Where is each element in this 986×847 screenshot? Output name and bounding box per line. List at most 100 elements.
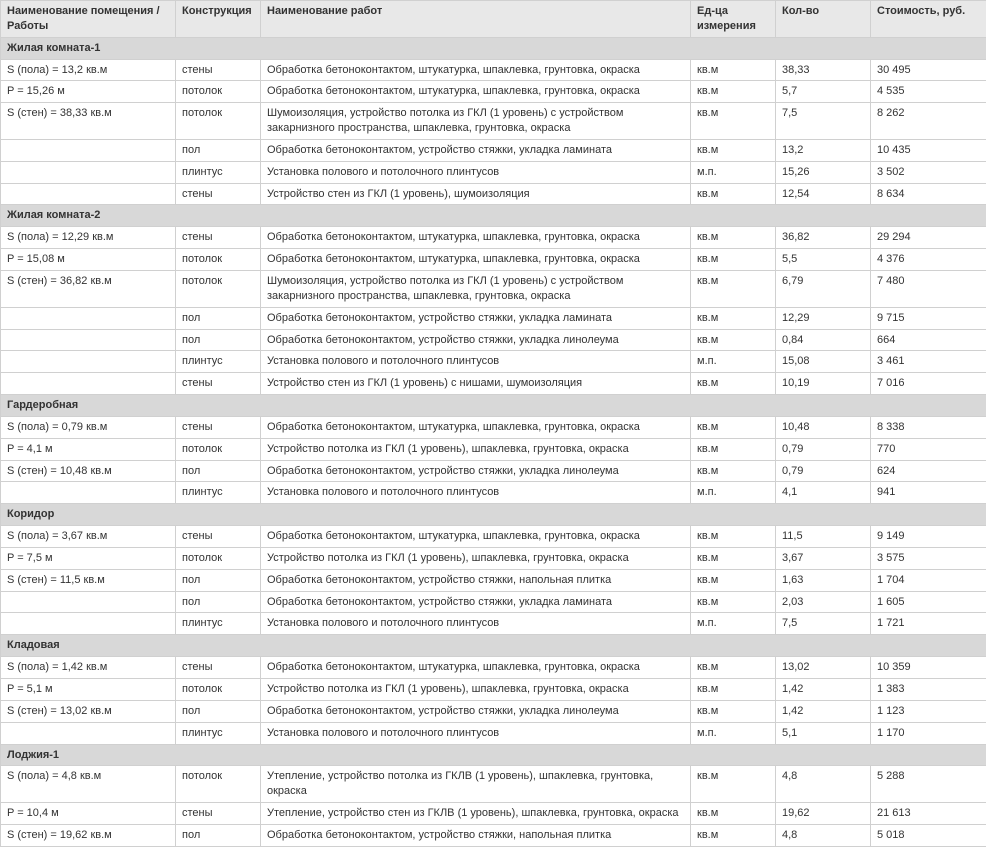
- table-row: P = 15,08 мпотолокОбработка бетоноконтак…: [1, 249, 986, 271]
- section-header: Коридор: [1, 504, 986, 526]
- estimate-table: Наименование помещения / Работы Конструк…: [0, 0, 986, 847]
- cell-room: [1, 613, 176, 635]
- cell-cost: 770: [871, 438, 986, 460]
- cell-work: Обработка бетоноконтактом, устройство ст…: [261, 591, 691, 613]
- cell-unit: кв.м: [691, 183, 776, 205]
- table-row: S (пола) = 13,2 кв.мстеныОбработка бетон…: [1, 59, 986, 81]
- cell-qty: 10,48: [776, 416, 871, 438]
- cell-qty: 0,79: [776, 460, 871, 482]
- cell-qty: 12,54: [776, 183, 871, 205]
- cell-room: [1, 351, 176, 373]
- section-title: Коридор: [1, 504, 986, 526]
- cell-qty: 1,42: [776, 679, 871, 701]
- cell-qty: 10,19: [776, 373, 871, 395]
- cell-work: Обработка бетоноконтактом, устройство ст…: [261, 824, 691, 846]
- cell-qty: 7,5: [776, 613, 871, 635]
- cell-constr: плинтус: [176, 161, 261, 183]
- cell-qty: 4,8: [776, 766, 871, 803]
- table-row: S (стен) = 10,48 кв.мполОбработка бетоно…: [1, 460, 986, 482]
- table-row: P = 15,26 мпотолокОбработка бетоноконтак…: [1, 81, 986, 103]
- cell-unit: кв.м: [691, 591, 776, 613]
- cell-room: P = 15,26 м: [1, 81, 176, 103]
- cell-work: Обработка бетоноконтактом, штукатурка, ш…: [261, 416, 691, 438]
- header-constr: Конструкция: [176, 1, 261, 38]
- cell-constr: потолок: [176, 81, 261, 103]
- table-body: Жилая комната-1S (пола) = 13,2 кв.мстены…: [1, 37, 986, 846]
- cell-constr: стены: [176, 526, 261, 548]
- cell-constr: пол: [176, 460, 261, 482]
- cell-room: P = 4,1 м: [1, 438, 176, 460]
- cell-cost: 21 613: [871, 803, 986, 825]
- cell-room: S (стен) = 11,5 кв.м: [1, 569, 176, 591]
- cell-qty: 1,63: [776, 569, 871, 591]
- cell-constr: потолок: [176, 438, 261, 460]
- cell-qty: 0,79: [776, 438, 871, 460]
- section-title: Гардеробная: [1, 395, 986, 417]
- cell-qty: 4,1: [776, 482, 871, 504]
- cell-unit: м.п.: [691, 161, 776, 183]
- cell-qty: 0,84: [776, 329, 871, 351]
- cell-unit: кв.м: [691, 679, 776, 701]
- cell-qty: 13,2: [776, 139, 871, 161]
- cell-room: S (стен) = 10,48 кв.м: [1, 460, 176, 482]
- cell-room: P = 7,5 м: [1, 547, 176, 569]
- table-row: плинтусУстановка полового и потолочного …: [1, 613, 986, 635]
- cell-constr: пол: [176, 139, 261, 161]
- cell-unit: кв.м: [691, 139, 776, 161]
- cell-room: S (стен) = 36,82 кв.м: [1, 270, 176, 307]
- cell-room: [1, 482, 176, 504]
- cell-constr: стены: [176, 227, 261, 249]
- cell-cost: 9 149: [871, 526, 986, 548]
- table-row: стеныУстройство стен из ГКЛ (1 уровень) …: [1, 373, 986, 395]
- cell-work: Устройство потолка из ГКЛ (1 уровень), ш…: [261, 438, 691, 460]
- table-row: полОбработка бетоноконтактом, устройство…: [1, 139, 986, 161]
- header-room: Наименование помещения / Работы: [1, 1, 176, 38]
- table-row: полОбработка бетоноконтактом, устройство…: [1, 307, 986, 329]
- cell-work: Обработка бетоноконтактом, штукатурка, ш…: [261, 227, 691, 249]
- cell-work: Обработка бетоноконтактом, устройство ст…: [261, 307, 691, 329]
- cell-cost: 10 359: [871, 657, 986, 679]
- cell-cost: 29 294: [871, 227, 986, 249]
- cell-cost: 1 170: [871, 722, 986, 744]
- cell-work: Установка полового и потолочного плинтус…: [261, 482, 691, 504]
- cell-constr: плинтус: [176, 613, 261, 635]
- cell-work: Устройство потолка из ГКЛ (1 уровень), ш…: [261, 679, 691, 701]
- cell-constr: пол: [176, 307, 261, 329]
- cell-room: [1, 373, 176, 395]
- table-row: S (пола) = 12,29 кв.мстеныОбработка бето…: [1, 227, 986, 249]
- cell-qty: 5,5: [776, 249, 871, 271]
- cell-work: Обработка бетоноконтактом, штукатурка, ш…: [261, 526, 691, 548]
- cell-cost: 1 704: [871, 569, 986, 591]
- cell-qty: 15,26: [776, 161, 871, 183]
- cell-room: P = 10,4 м: [1, 803, 176, 825]
- cell-unit: кв.м: [691, 59, 776, 81]
- cell-cost: 1 721: [871, 613, 986, 635]
- cell-unit: м.п.: [691, 613, 776, 635]
- cell-cost: 30 495: [871, 59, 986, 81]
- cell-room: [1, 307, 176, 329]
- cell-constr: пол: [176, 591, 261, 613]
- cell-room: S (пола) = 12,29 кв.м: [1, 227, 176, 249]
- cell-room: P = 5,1 м: [1, 679, 176, 701]
- cell-unit: м.п.: [691, 351, 776, 373]
- cell-work: Шумоизоляция, устройство потолка из ГКЛ …: [261, 103, 691, 140]
- cell-constr: потолок: [176, 679, 261, 701]
- cell-constr: пол: [176, 824, 261, 846]
- cell-work: Утепление, устройство стен из ГКЛВ (1 ур…: [261, 803, 691, 825]
- cell-room: S (пола) = 0,79 кв.м: [1, 416, 176, 438]
- cell-room: P = 15,08 м: [1, 249, 176, 271]
- cell-cost: 5 288: [871, 766, 986, 803]
- section-header: Жилая комната-2: [1, 205, 986, 227]
- table-row: S (стен) = 36,82 кв.мпотолокШумоизоляция…: [1, 270, 986, 307]
- cell-work: Установка полового и потолочного плинтус…: [261, 351, 691, 373]
- cell-work: Утепление, устройство потолка из ГКЛВ (1…: [261, 766, 691, 803]
- cell-constr: стены: [176, 803, 261, 825]
- cell-cost: 4 376: [871, 249, 986, 271]
- table-row: плинтусУстановка полового и потолочного …: [1, 482, 986, 504]
- cell-qty: 38,33: [776, 59, 871, 81]
- cell-room: S (пола) = 3,67 кв.м: [1, 526, 176, 548]
- cell-constr: стены: [176, 373, 261, 395]
- cell-constr: потолок: [176, 547, 261, 569]
- cell-room: S (пола) = 13,2 кв.м: [1, 59, 176, 81]
- cell-unit: кв.м: [691, 249, 776, 271]
